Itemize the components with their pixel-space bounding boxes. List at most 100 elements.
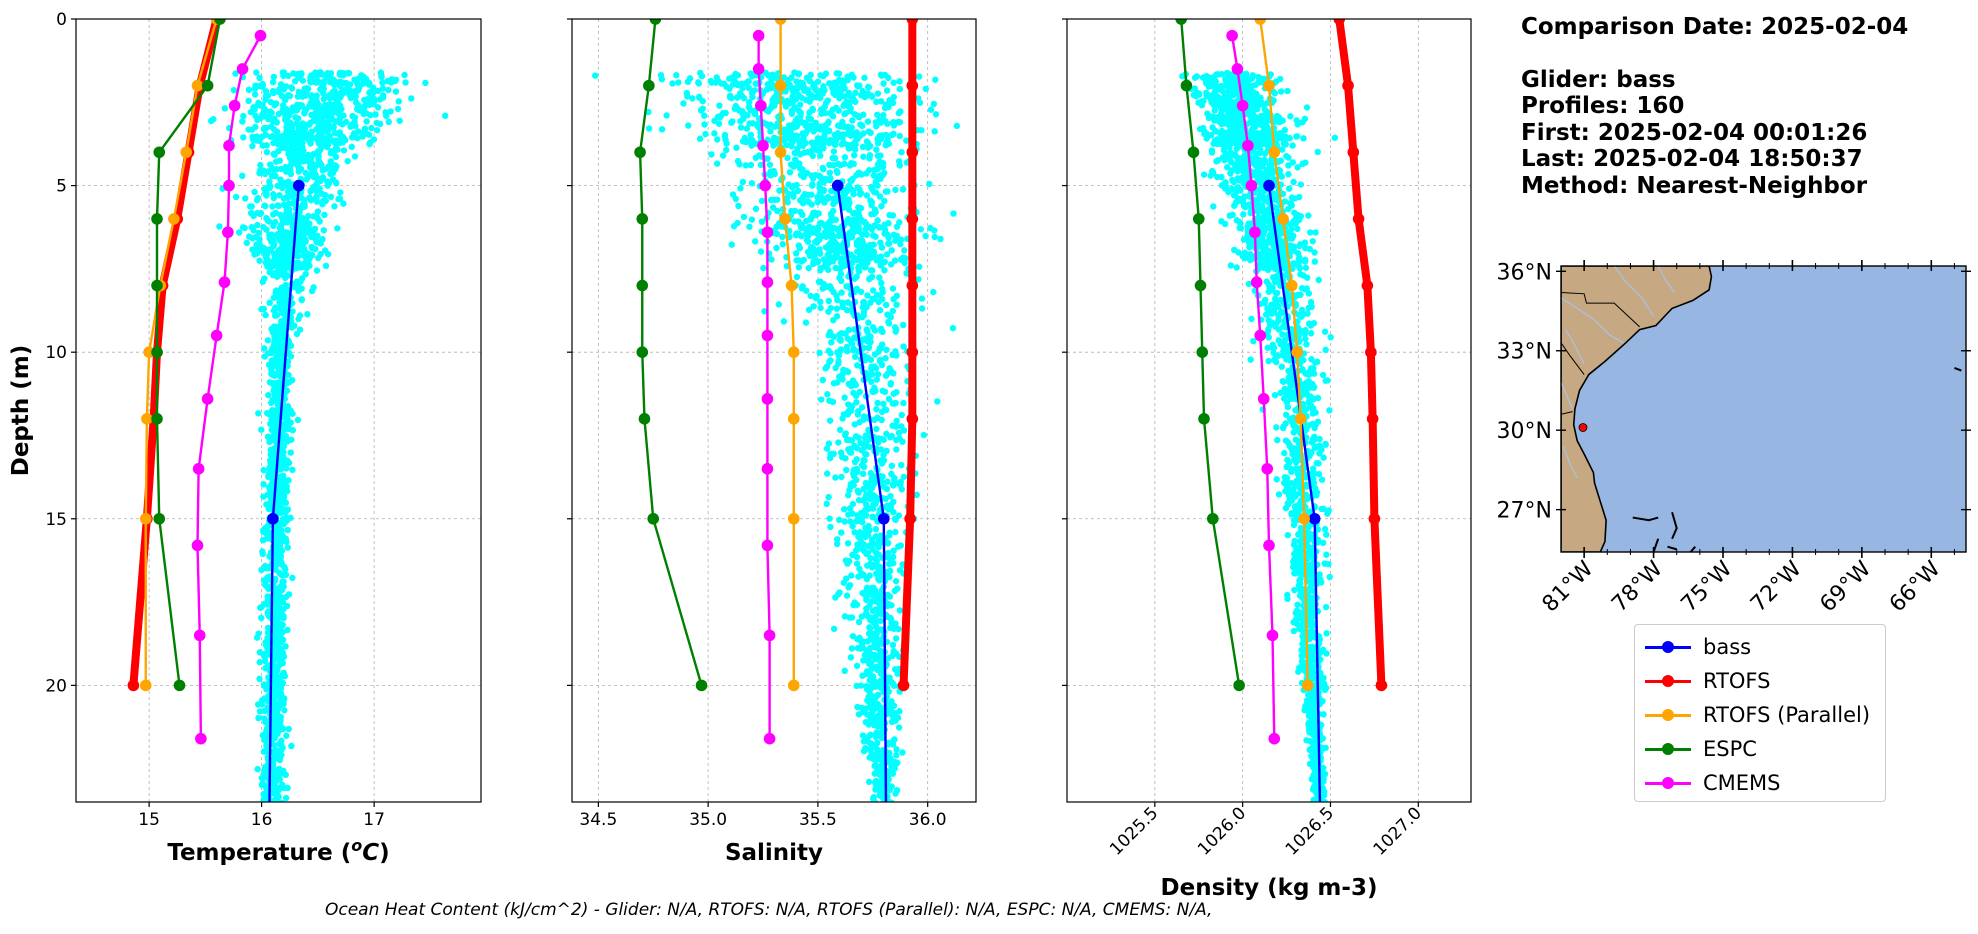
salinity-scatter-point: [927, 224, 934, 232]
temperature-scatter-point: [257, 161, 264, 169]
salinity-scatter-point: [892, 635, 900, 642]
salinity-rtofs-point: [906, 79, 919, 92]
temperature-scatter-point: [271, 218, 279, 226]
temperature-scatter-point: [293, 107, 301, 114]
temperature-scatter-point: [267, 98, 275, 106]
salinity-scatter-point: [801, 225, 808, 232]
salinity-scatter-point: [836, 589, 843, 596]
salinity-scatter-point: [916, 99, 924, 106]
temperature-scatter-point: [264, 256, 271, 263]
temperature-scatter-point: [342, 118, 350, 126]
salinity-scatter-point: [896, 85, 904, 93]
temperature-scatter-point: [295, 223, 303, 230]
temperature-scatter-point: [288, 85, 296, 92]
salinity-scatter-point: [805, 264, 812, 272]
salinity-scatter-point: [857, 439, 864, 447]
salinity-scatter-point: [825, 493, 832, 501]
salinity-scatter-point: [900, 473, 908, 480]
salinity-scatter-point: [749, 120, 757, 127]
salinity-scatter-point: [873, 623, 880, 630]
temperature-glider-scatter: [207, 69, 449, 814]
temperature-scatter-point: [259, 245, 266, 252]
salinity-rtofs-parallel-point: [787, 413, 800, 425]
temperature-scatter-point: [236, 229, 243, 236]
salinity-scatter-point: [816, 89, 823, 96]
temperature-scatter-point: [280, 257, 287, 264]
salinity-scatter-point: [845, 145, 852, 152]
temperature-scatter-point: [328, 164, 336, 171]
temperature-scatter-point: [274, 808, 280, 814]
temperature-scatter-point: [264, 725, 271, 732]
temperature-scatter-point: [301, 110, 308, 117]
salinity-scatter-point: [791, 207, 799, 215]
salinity-x-tick-label: 34.5: [579, 810, 617, 830]
salinity-scatter-point: [918, 126, 925, 134]
salinity-scatter-point: [899, 561, 906, 568]
density-glider-scatter: [1179, 69, 1339, 802]
salinity-rtofs-parallel-point: [774, 19, 787, 25]
temperature-scatter-point: [264, 629, 272, 636]
salinity-scatter-point: [878, 325, 885, 333]
salinity-scatter-point: [883, 346, 890, 353]
salinity-scatter-point: [870, 172, 878, 179]
temperature-scatter-point: [276, 211, 284, 218]
salinity-scatter-point: [858, 704, 866, 712]
salinity-scatter-point: [849, 117, 856, 124]
salinity-scatter-point: [868, 183, 875, 191]
salinity-scatter-point: [876, 357, 884, 365]
salinity-scatter-point: [872, 786, 879, 793]
temperature-scatter-point: [240, 134, 247, 141]
salinity-scatter-point: [813, 247, 820, 255]
temperature-scatter-point: [334, 225, 341, 232]
salinity-scatter-point: [838, 289, 845, 296]
salinity-scatter-point: [867, 803, 873, 809]
temperature-scatter-point: [282, 114, 289, 121]
salinity-scatter-point: [896, 132, 903, 140]
salinity-cmems-point: [761, 393, 774, 405]
density-scatter-point: [1247, 356, 1254, 363]
temperature-scatter-point: [313, 106, 321, 114]
temperature-scatter-point: [258, 426, 265, 433]
temperature-scatter-point: [294, 263, 301, 271]
salinity-scatter-point: [745, 84, 752, 92]
salinity-scatter-point: [846, 99, 853, 107]
salinity-scatter-point: [833, 313, 841, 320]
salinity-scatter-point: [882, 301, 890, 309]
temperature-scatter-point: [282, 281, 289, 289]
temperature-scatter-point: [271, 655, 278, 662]
temperature-scatter-point: [299, 93, 306, 100]
temperature-scatter-point: [265, 263, 272, 270]
salinity-scatter-point: [854, 82, 861, 89]
salinity-scatter-point: [872, 222, 880, 229]
temperature-scatter-point: [271, 334, 278, 341]
salinity-scatter-point: [799, 283, 806, 290]
temperature-scatter-point: [273, 119, 280, 126]
temperature-scatter-point: [279, 102, 287, 109]
salinity-scatter-point: [855, 434, 862, 441]
salinity-scatter-point: [886, 529, 893, 536]
temperature-scatter-point: [271, 803, 277, 809]
salinity-scatter-point: [816, 180, 823, 188]
salinity-scatter-point: [827, 210, 835, 218]
temperature-scatter-point: [270, 765, 277, 772]
salinity-scatter-point: [820, 166, 827, 173]
salinity-scatter-point: [888, 432, 895, 440]
temperature-scatter-point: [289, 574, 296, 582]
temperature-scatter-point: [277, 81, 285, 88]
salinity-scatter-point: [895, 109, 903, 117]
salinity-scatter-point: [898, 148, 905, 156]
temperature-scatter-point: [273, 807, 279, 813]
salinity-scatter-point: [889, 307, 897, 315]
salinity-espc-point: [649, 19, 662, 25]
salinity-scatter-point: [789, 95, 797, 103]
temperature-scatter-point: [319, 83, 326, 90]
salinity-scatter-point: [844, 184, 852, 191]
temperature-scatter-point: [288, 742, 295, 750]
salinity-scatter-point: [890, 547, 897, 554]
temperature-scatter-point: [275, 110, 283, 118]
salinity-scatter-point: [739, 110, 746, 117]
temperature-scatter-point: [256, 257, 263, 264]
temperature-scatter-point: [264, 624, 272, 632]
salinity-scatter-point: [739, 115, 747, 123]
